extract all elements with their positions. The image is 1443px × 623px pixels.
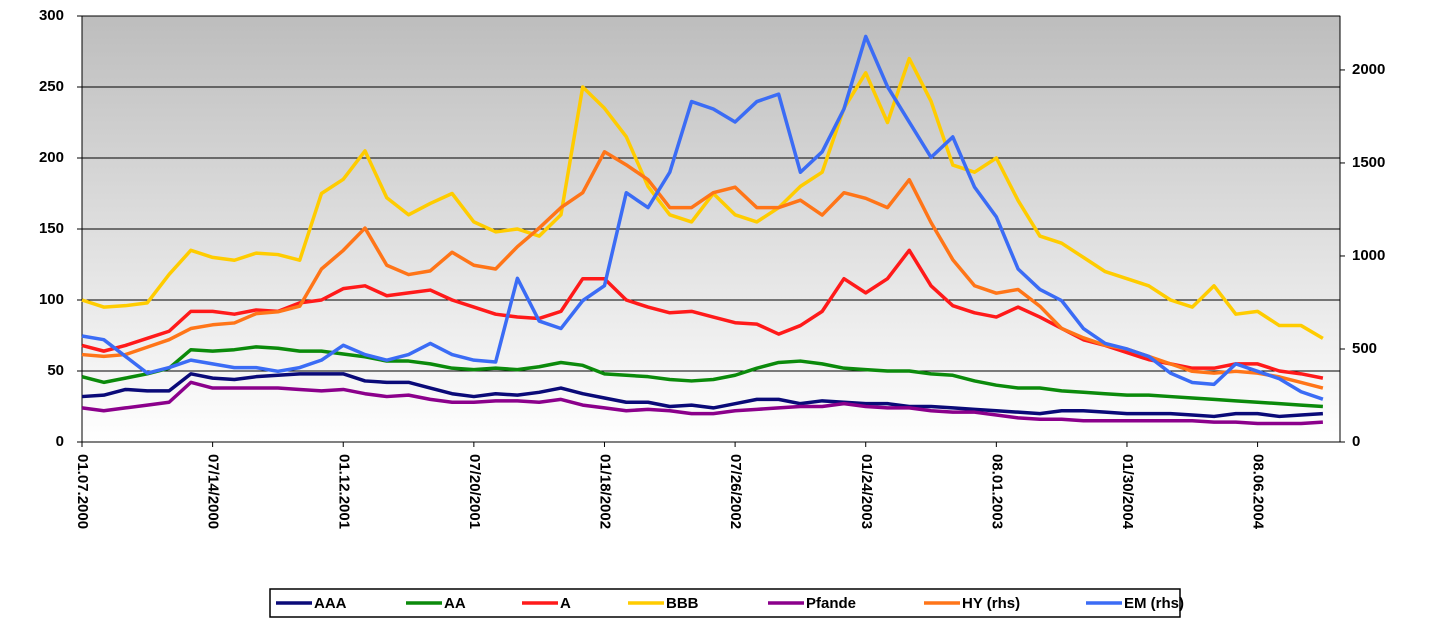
series-line	[81, 372, 1324, 419]
x-tick-label: 01/30/2004	[1119, 454, 1136, 530]
x-tick-label: 01.07.2000	[74, 454, 91, 529]
legend-label: A	[560, 595, 571, 612]
y2-tick-label: 2000	[1352, 61, 1385, 78]
legend-label: AAA	[314, 595, 347, 612]
y2-tick-label: 500	[1352, 340, 1377, 357]
y-tick-label: 0	[56, 433, 64, 450]
x-tick-label: 08.01.2003	[988, 454, 1005, 529]
legend-label: AA	[444, 595, 466, 612]
x-tick-label: 07/20/2001	[466, 454, 483, 529]
y2-tick-label: 1000	[1352, 247, 1385, 264]
y-tick-label: 200	[39, 149, 64, 166]
legend-label: EM (rhs)	[1124, 595, 1184, 612]
legend-label: HY (rhs)	[962, 595, 1020, 612]
x-tick-label: 01.12.2001	[335, 454, 352, 529]
legend-label: Pfande	[806, 595, 856, 612]
x-tick-label: 07/14/2000	[205, 454, 222, 529]
series-line	[81, 56, 1324, 340]
y-tick-label: 150	[39, 220, 64, 237]
series-line	[81, 345, 1324, 409]
x-tick-label: 07/26/2002	[727, 454, 744, 529]
y-tick-label: 100	[39, 291, 64, 308]
y2-tick-label: 0	[1352, 433, 1360, 450]
series-line	[81, 248, 1324, 380]
series-line	[81, 34, 1324, 401]
x-tick-label: 08.06.2004	[1250, 454, 1267, 530]
y-tick-label: 50	[47, 362, 64, 379]
y2-tick-label: 1500	[1352, 154, 1385, 171]
y-tick-label: 250	[39, 78, 64, 95]
x-tick-label: 01/18/2002	[597, 454, 614, 529]
legend-label: BBB	[666, 595, 699, 612]
y-tick-label: 300	[39, 7, 64, 24]
x-tick-label: 01/24/2003	[858, 454, 875, 529]
series-line	[81, 380, 1324, 426]
